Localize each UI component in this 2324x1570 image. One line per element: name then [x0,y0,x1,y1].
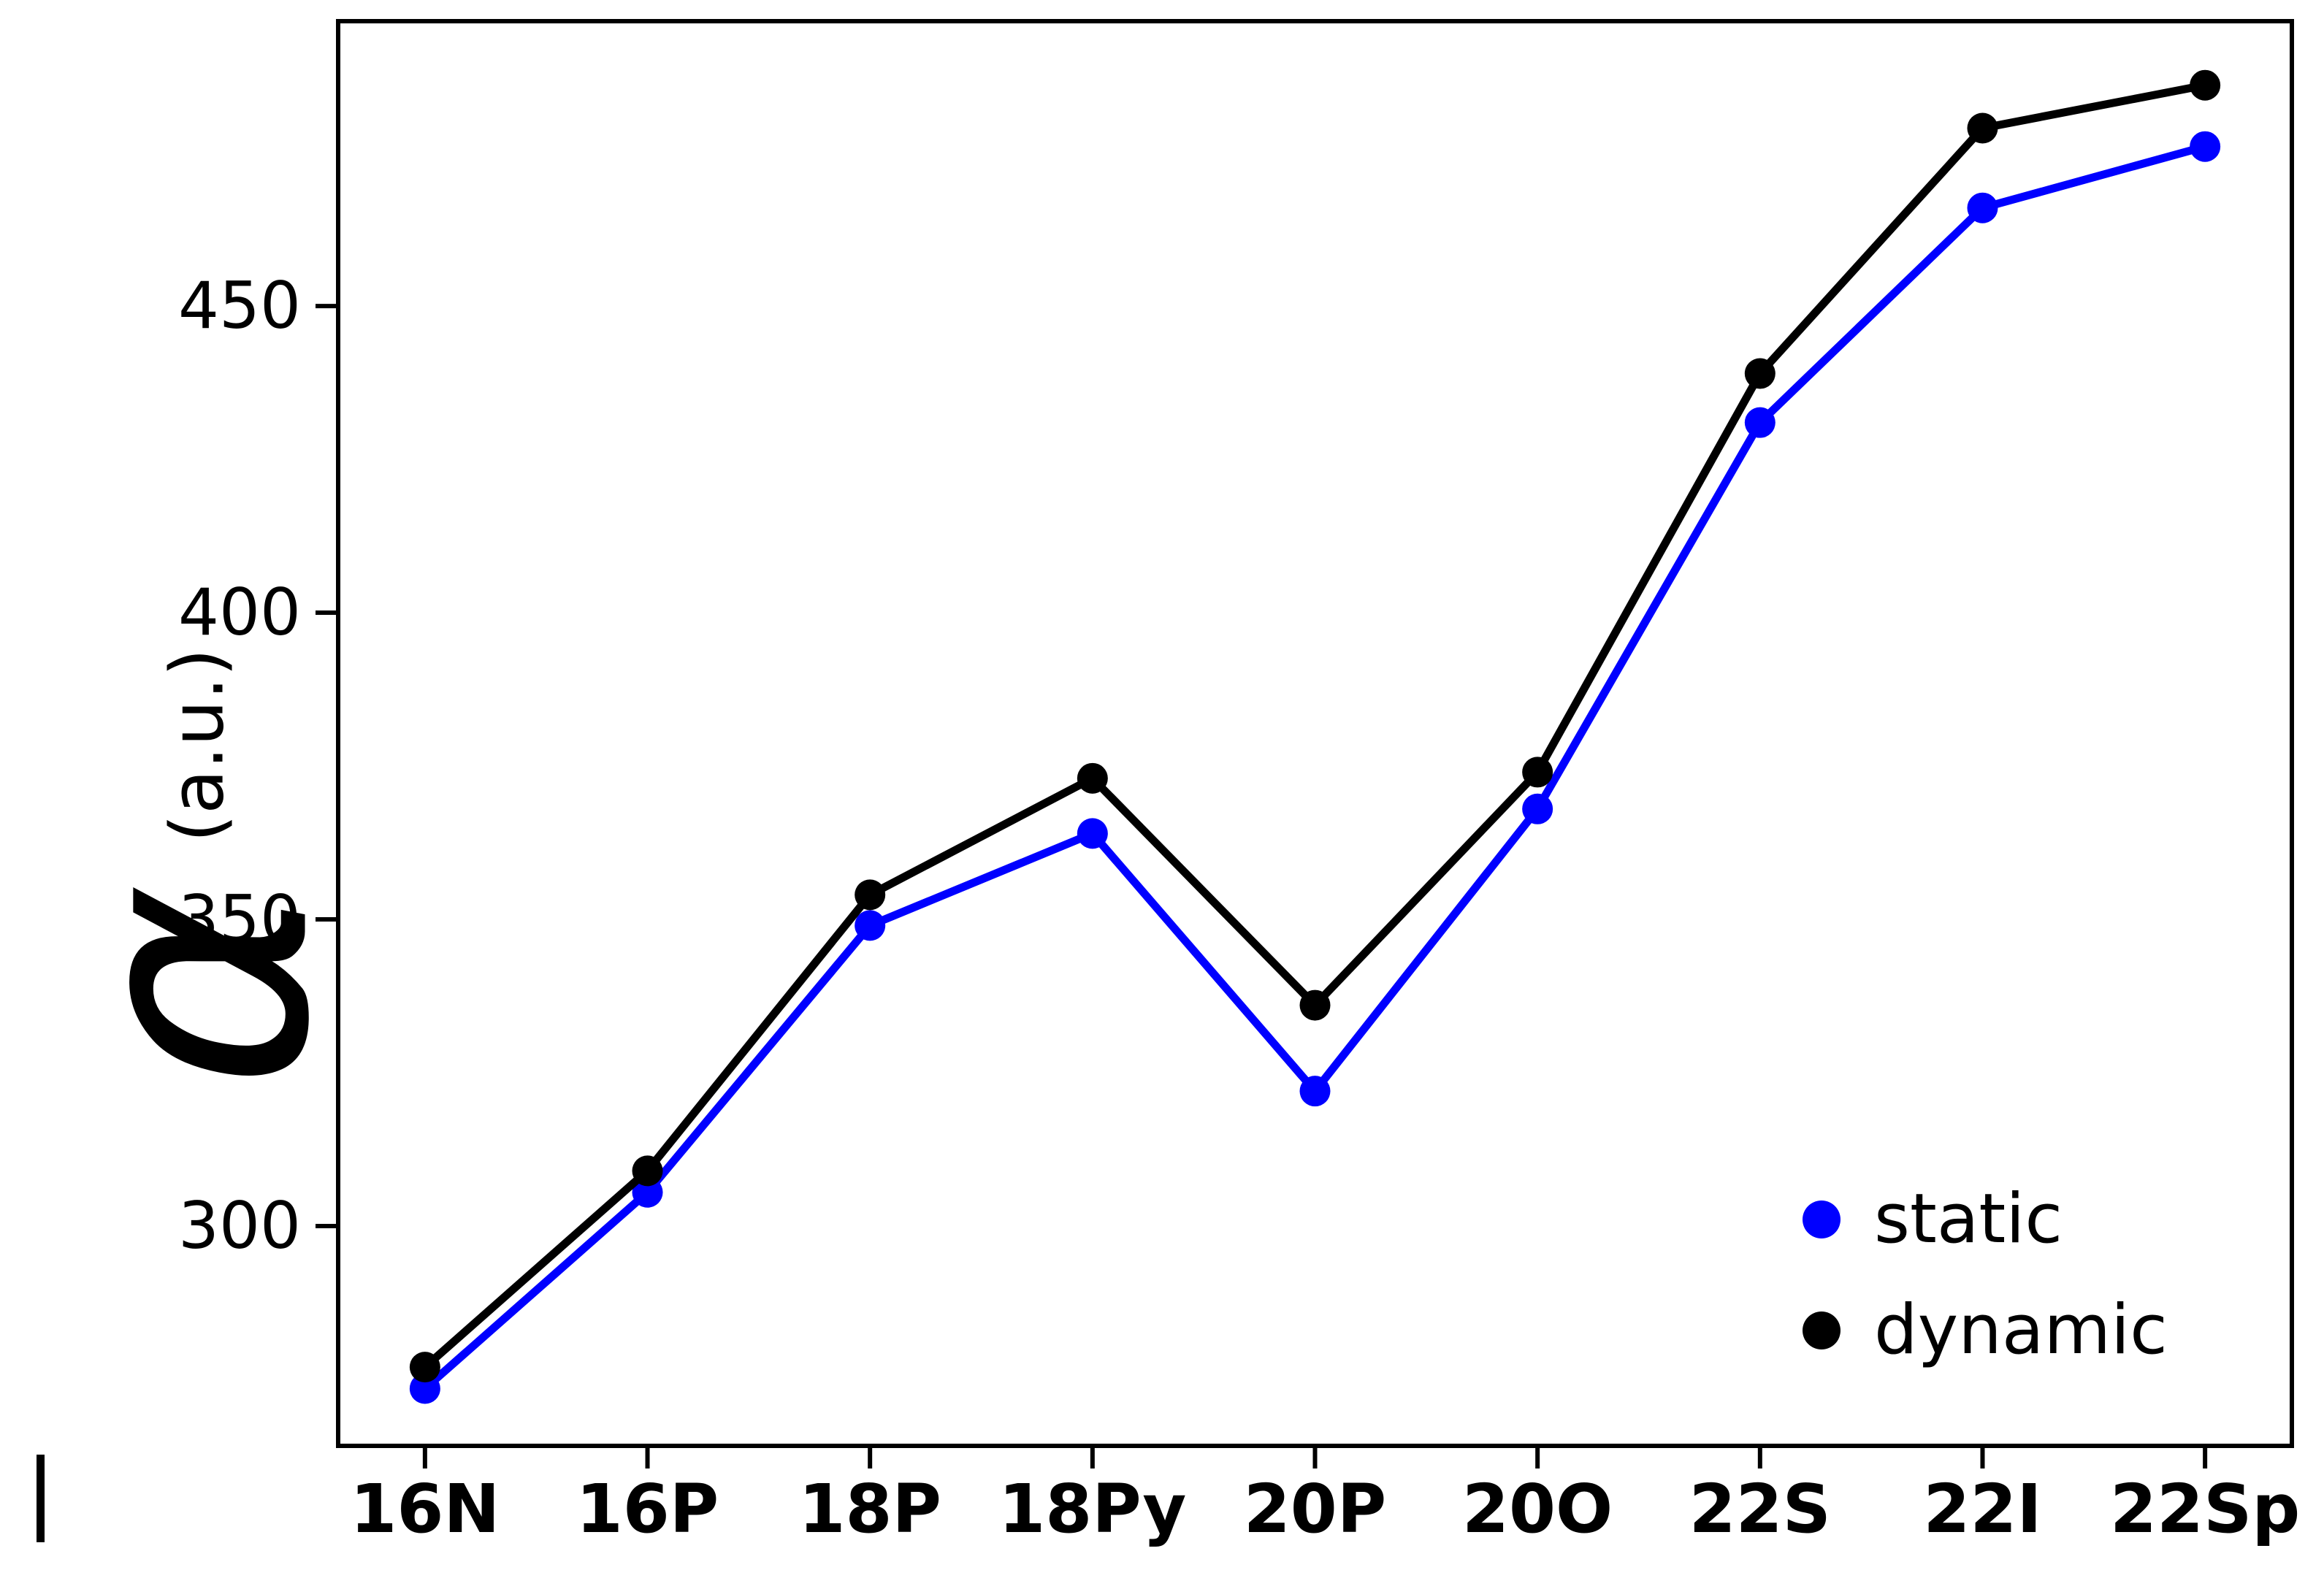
x-axis-tick-label: 22I [1923,1470,2041,1548]
legend-label-dynamic: dynamic [1874,1290,2168,1370]
x-axis-tick-label: 22Sp [2110,1470,2300,1548]
data-point-static-22S [1744,407,1776,438]
data-point-static-22I [1967,192,1998,223]
alpha-overbar-mark [37,1455,45,1542]
y-axis-tick-label: 400 [178,575,301,650]
y-axis-tick-label: 450 [178,268,301,343]
data-point-static-20O [1522,793,1553,824]
series-line-dynamic [421,81,2209,1371]
y-axis-tick-label: 300 [178,1188,301,1263]
y-axis-label-unit: (a.u.) [154,648,240,843]
data-point-static-16N [409,1373,440,1404]
legend-label-static: static [1874,1179,2063,1259]
data-point-dynamic-18P [855,879,886,911]
data-point-dynamic-22I [1967,112,1998,144]
data-point-static-20P [1299,1076,1331,1107]
data-point-dynamic-18Py [1077,762,1108,794]
x-axis-tick-label: 22S [1689,1470,1831,1548]
data-point-static-22Sp [2190,131,2221,162]
x-axis-tick-label: 20O [1462,1470,1613,1548]
data-point-static-16P [632,1176,663,1208]
data-point-dynamic-20P [1299,989,1331,1021]
legend-item-static: static [1803,1179,2168,1260]
x-axis-tick-label: 18Py [998,1470,1186,1548]
x-axis-tick-label: 16N [350,1470,500,1548]
plot-area [336,19,2294,1448]
data-point-dynamic-20O [1522,757,1553,788]
legend: static dynamic [1803,1179,2168,1371]
data-point-dynamic-22Sp [2190,69,2221,101]
x-axis-tick-label: 18P [798,1470,941,1548]
data-point-static-18P [855,910,886,941]
data-point-dynamic-16P [632,1155,663,1187]
data-point-dynamic-22S [1744,358,1776,389]
legend-item-dynamic: dynamic [1803,1290,2168,1371]
x-axis-tick-label: 20P [1244,1470,1386,1548]
y-axis-label-alpha-symbol: α [14,882,380,1090]
legend-marker-dynamic [1803,1311,1841,1349]
data-point-static-18Py [1077,818,1108,849]
legend-marker-static [1803,1201,1841,1238]
x-axis-tick-label: 16P [576,1470,719,1548]
data-point-dynamic-16N [409,1352,440,1383]
y-axis-tick-label: 350 [178,881,301,957]
y-axis-label: α (a.u.) [14,648,380,1090]
